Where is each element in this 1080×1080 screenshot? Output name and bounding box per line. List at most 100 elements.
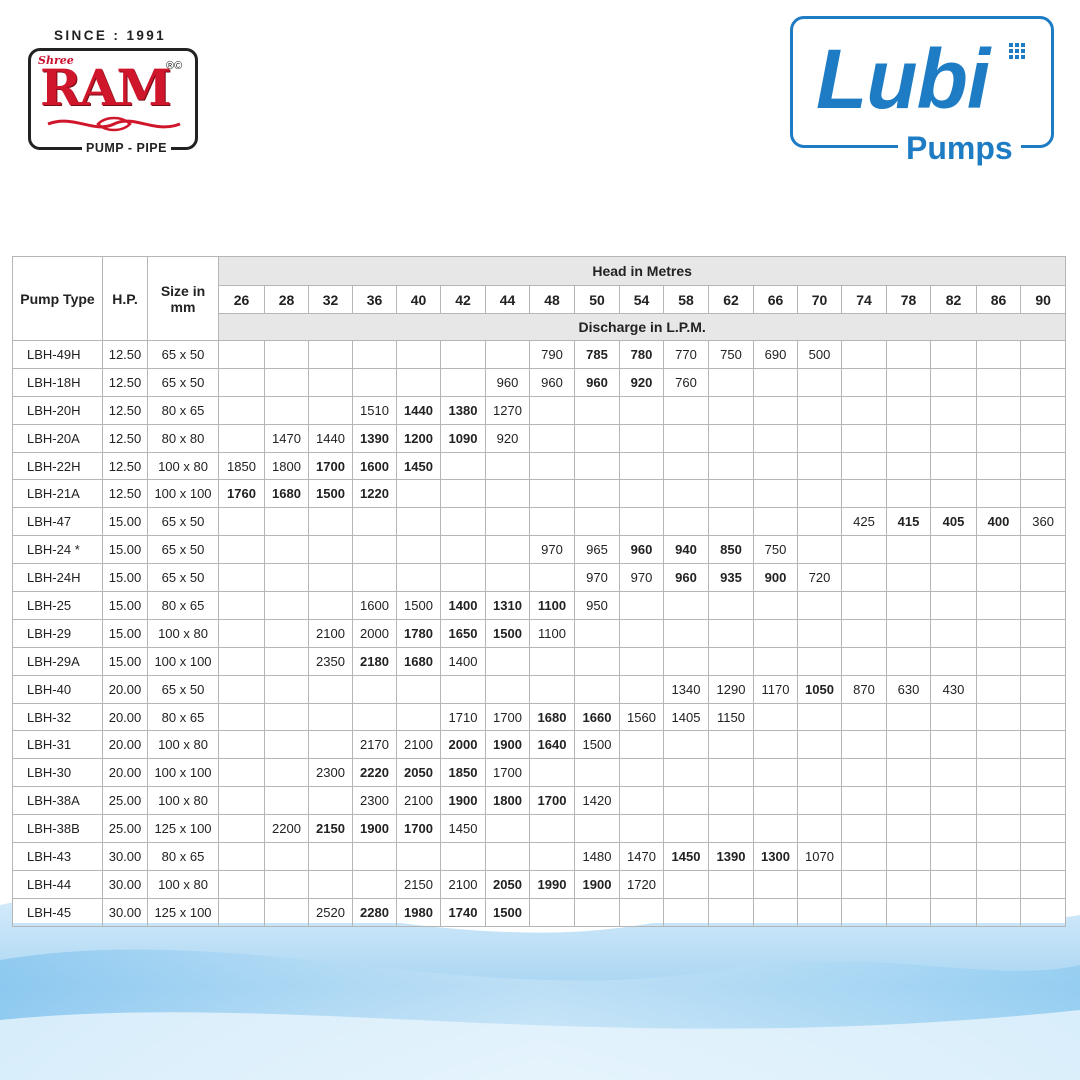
discharge-cell [841,618,887,648]
discharge-cell [308,869,353,899]
discharge-cell [264,367,309,397]
table-row: LBH-43 30.00 80 x 65 1480 1470 1450 1390 1300 10… [12,842,1067,871]
discharge-cell: 1220 [352,479,397,509]
discharge-cell: 870 [841,674,887,704]
head-50: 50 [574,285,620,314]
head-82: 82 [930,285,977,314]
discharge-cell: 2350 [308,646,353,676]
discharge-cell: 1710 [440,702,486,732]
discharge-cell [797,618,842,648]
discharge-cell [708,869,754,899]
discharge-cell: 1440 [308,423,353,453]
discharge-cell [264,395,309,425]
discharge-cell [574,814,620,844]
head-86: 86 [976,285,1021,314]
discharge-cell: 960 [663,563,709,593]
discharge-cell: 690 [753,340,798,369]
hp-cell: 20.00 [102,702,148,732]
discharge-cell [1019,869,1067,899]
discharge-cell [529,897,575,927]
discharge-cell: 920 [619,367,664,397]
hp-cell: 30.00 [102,897,148,927]
discharge-cell [886,451,931,481]
discharge-cell [264,674,309,704]
hp-cell: 15.00 [102,646,148,676]
hp-cell: 15.00 [102,507,148,537]
since-label: SINCE : 1991 [54,28,167,43]
discharge-cell: 1170 [753,674,798,704]
discharge-cell [308,591,353,620]
discharge-cell [663,786,709,816]
discharge-cell [1019,395,1067,425]
discharge-cell [708,367,754,397]
discharge-cell [930,479,977,509]
discharge-cell [218,340,265,369]
discharge-cell [930,563,977,593]
discharge-cell [218,591,265,620]
discharge-cell [1019,591,1067,620]
discharge-cell: 1150 [708,702,754,732]
discharge-cell [930,897,977,927]
discharge-cell: 970 [529,535,575,565]
discharge-cell [352,367,397,397]
discharge-cell [976,563,1021,593]
discharge-cell: 1500 [308,479,353,509]
size-cell: 125 x 100 [147,897,219,927]
discharge-cell [218,786,265,816]
discharge-cell: 1640 [529,730,575,760]
size-cell: 65 x 50 [147,367,219,397]
discharge-cell [753,367,798,397]
discharge-cell: 1680 [529,702,575,732]
discharge-cell: 1380 [440,395,486,425]
discharge-cell: 2100 [308,618,353,648]
discharge-cell [529,423,575,453]
discharge-cell [708,479,754,509]
discharge-cell: 960 [529,367,575,397]
discharge-cell: 405 [930,507,977,537]
discharge-cell: 1070 [797,842,842,871]
discharge-cell: 360 [1019,507,1067,537]
size-cell: 100 x 100 [147,479,219,509]
discharge-cell [930,730,977,760]
pump-type-cell: LBH-18H [12,367,103,397]
discharge-cell [841,842,887,871]
discharge-cell: 950 [574,591,620,620]
head-26: 26 [218,285,265,314]
discharge-cell [218,730,265,760]
discharge-cell [663,591,709,620]
discharge-cell [886,842,931,871]
discharge-cell [264,842,309,871]
discharge-cell [619,786,664,816]
hp-cell: 15.00 [102,618,148,648]
size-cell: 65 x 50 [147,507,219,537]
discharge-cell [663,451,709,481]
discharge-cell: 2050 [396,758,441,788]
discharge-cell [708,786,754,816]
table-row: LBH-25 15.00 80 x 65 1600 1500 1400 1310 1100 95… [12,591,1067,620]
discharge-cell [574,451,620,481]
discharge-cell [264,897,309,927]
discharge-cell [976,395,1021,425]
pump-type-cell: LBH-29A [12,646,103,676]
discharge-cell [797,730,842,760]
discharge-cell [1019,423,1067,453]
size-cell: 125 x 100 [147,814,219,844]
discharge-cell [308,340,353,369]
discharge-cell [396,340,441,369]
discharge-cell [841,897,887,927]
discharge-cell [218,674,265,704]
discharge-cell [797,423,842,453]
discharge-cell [1019,340,1067,369]
discharge-cell [708,618,754,648]
discharge-cell: 1700 [396,814,441,844]
discharge-cell [485,814,530,844]
discharge-cell: 415 [886,507,931,537]
discharge-cell [886,702,931,732]
discharge-cell: 1270 [485,395,530,425]
discharge-cell [352,563,397,593]
table-row: LBH-21A 12.50 100 x 100 1760 1680 1500 1220 [12,479,1067,509]
discharge-cell [440,451,486,481]
hp-cell: 12.50 [102,395,148,425]
discharge-cell: 750 [753,535,798,565]
